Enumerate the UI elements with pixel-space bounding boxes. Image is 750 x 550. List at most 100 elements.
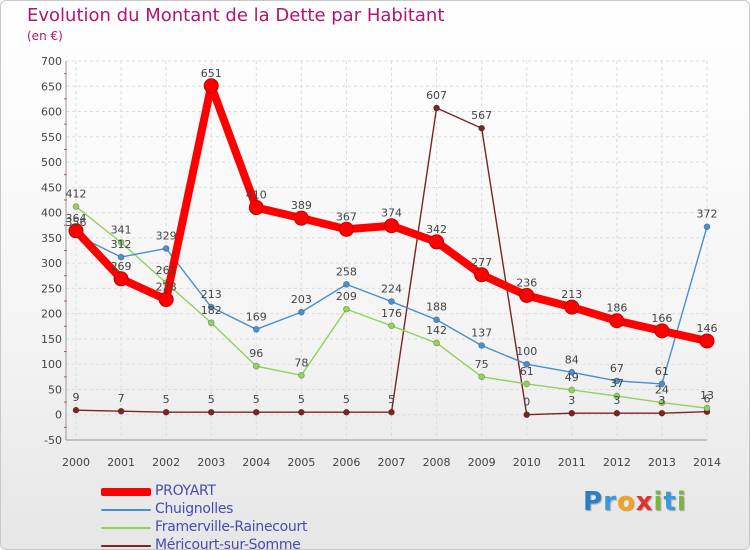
data-label: 61 <box>520 365 534 378</box>
data-label: 37 <box>610 377 624 390</box>
data-label: 7 <box>118 392 125 405</box>
data-point <box>433 339 440 347</box>
data-point <box>658 409 666 417</box>
data-point <box>474 267 490 283</box>
data-point <box>293 210 309 226</box>
data-point <box>564 299 580 315</box>
data-point <box>117 407 125 415</box>
data-label: 188 <box>426 301 447 314</box>
logo-letter: i <box>653 487 664 517</box>
legend-label: Chuignolles <box>155 501 234 517</box>
data-point <box>248 200 264 216</box>
x-tick-label: 2003 <box>197 456 225 469</box>
x-tick-label: 2011 <box>558 456 586 469</box>
x-tick-label: 2002 <box>152 456 180 469</box>
data-label: 213 <box>201 288 222 301</box>
data-label: 389 <box>291 199 312 212</box>
data-label: 0 <box>523 396 530 409</box>
y-tick-label: 0 <box>55 409 62 422</box>
data-point <box>252 362 260 370</box>
x-tick-label: 2001 <box>107 456 135 469</box>
data-point <box>568 386 576 394</box>
legend-swatch <box>101 488 151 496</box>
data-label: 364 <box>66 212 87 225</box>
legend-swatch <box>101 527 151 529</box>
data-point <box>658 380 666 388</box>
data-label: 146 <box>697 322 718 335</box>
data-label: 372 <box>697 208 718 221</box>
data-point <box>72 406 80 414</box>
data-label: 356 <box>66 216 87 229</box>
data-label: 209 <box>336 290 357 303</box>
chart-title: Evolution du Montant de la Dette par Hab… <box>27 5 445 26</box>
data-point <box>429 234 445 250</box>
data-label: 410 <box>246 189 267 202</box>
data-label: 9 <box>73 391 80 404</box>
data-point <box>388 322 395 330</box>
data-point <box>568 409 576 417</box>
data-label: 137 <box>471 327 492 340</box>
data-point <box>203 78 219 94</box>
data-label: 277 <box>471 256 492 269</box>
data-label: 258 <box>336 265 357 278</box>
legend-swatch <box>101 509 151 511</box>
x-tick-label: 2004 <box>242 456 270 469</box>
data-label: 169 <box>246 310 267 323</box>
data-label: 607 <box>426 89 447 102</box>
data-label: 67 <box>610 362 624 375</box>
data-label: 341 <box>111 223 132 236</box>
data-label: 224 <box>381 283 402 296</box>
data-label: 78 <box>294 356 308 369</box>
legend-swatch <box>101 545 151 547</box>
data-label: 312 <box>111 238 132 251</box>
data-label: 374 <box>381 207 402 220</box>
proxiti-logo: Proxiti <box>583 487 687 517</box>
data-label: 3 <box>568 394 575 407</box>
x-tick-label: 2014 <box>693 456 721 469</box>
x-tick-label: 2007 <box>378 456 406 469</box>
data-point <box>298 372 305 379</box>
y-tick-label: 600 <box>41 106 62 119</box>
x-tick-label: 2006 <box>332 456 360 469</box>
x-tick-label: 2005 <box>287 456 315 469</box>
data-point <box>68 223 84 239</box>
data-point <box>613 377 621 385</box>
data-point <box>162 408 170 416</box>
data-label: 567 <box>471 109 492 122</box>
data-point <box>478 342 485 349</box>
data-label: 96 <box>249 347 263 360</box>
chart-subtitle: (en €) <box>27 29 63 43</box>
data-point <box>388 298 395 305</box>
logo-letter: o <box>616 487 636 517</box>
x-tick-label: 2010 <box>513 456 541 469</box>
data-label: 3 <box>658 394 665 407</box>
data-point <box>433 104 440 112</box>
data-label: 3 <box>613 394 620 407</box>
x-tick-label: 2013 <box>648 456 676 469</box>
data-point <box>478 373 485 381</box>
y-tick-label: 250 <box>41 282 62 295</box>
y-tick-label: 450 <box>41 181 62 194</box>
data-point <box>252 326 260 333</box>
data-point <box>613 409 621 417</box>
data-label: 329 <box>156 229 177 242</box>
data-label: 5 <box>298 393 305 406</box>
logo-letter: P <box>583 487 604 517</box>
data-label: 261 <box>156 264 177 277</box>
legend-label: Framerville-Rainecourt <box>155 519 308 535</box>
data-label: 13 <box>700 389 714 402</box>
data-label: 142 <box>426 324 447 337</box>
data-point <box>613 392 621 400</box>
data-point <box>252 408 260 416</box>
y-tick-label: 550 <box>41 131 62 144</box>
data-label: 5 <box>253 393 260 406</box>
data-point <box>298 408 305 416</box>
data-label: 236 <box>516 276 537 289</box>
data-point <box>72 203 80 210</box>
data-point <box>703 223 711 231</box>
data-point <box>384 218 399 234</box>
data-point <box>658 399 666 406</box>
data-label: 213 <box>561 288 582 301</box>
